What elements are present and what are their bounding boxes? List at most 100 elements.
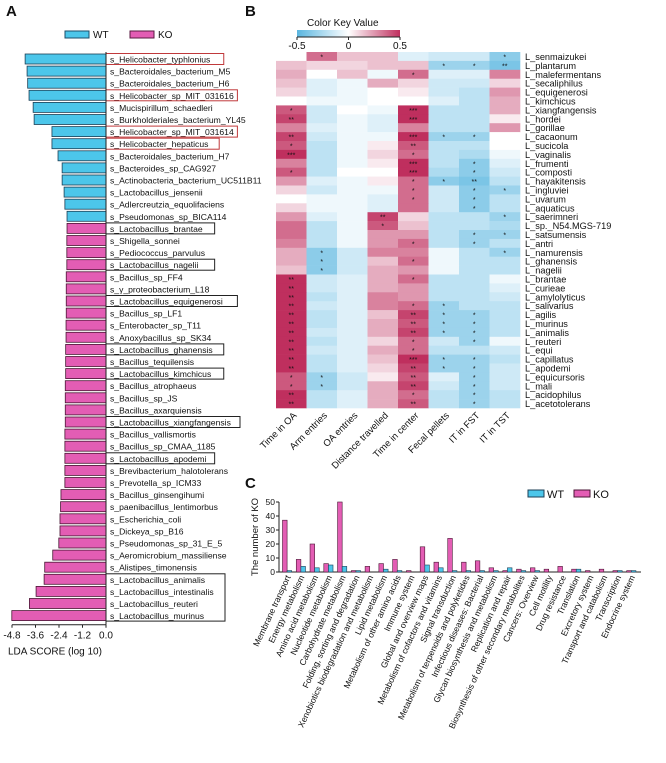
heatmap-cell	[276, 78, 307, 88]
heatmap-cell	[337, 96, 368, 106]
heatmap-cell	[459, 78, 490, 88]
heatmap-cell	[337, 114, 368, 124]
significance-stars: *	[320, 375, 323, 382]
y-tick-label: 50	[266, 497, 276, 507]
heatmap-cell	[337, 69, 368, 79]
heatmap-cell	[367, 345, 399, 355]
heatmap-cell	[489, 327, 521, 338]
heatmap-row-label: L_plantarum	[525, 61, 576, 71]
significance-stars: *	[442, 322, 445, 329]
heatmap-cell	[276, 345, 307, 355]
bar-wt	[355, 570, 361, 573]
heatmap-cell	[306, 372, 338, 382]
lda-label: s_Mucispirillum_schaedleri	[110, 103, 213, 113]
heatmap-cell	[337, 381, 368, 391]
heatmap-cell	[398, 327, 429, 338]
lda-label: s_Bacillus_sp_CMAA_1185	[110, 442, 216, 452]
heatmap-cell	[398, 158, 429, 168]
bar-ko	[585, 570, 591, 573]
significance-stars: **	[289, 348, 295, 355]
heatmap-cell	[398, 292, 429, 302]
lda-bar	[57, 150, 107, 162]
lda-label: s_Bacteroidales_bacterium_H6	[110, 79, 230, 89]
heatmap-row-label: L_brantae	[525, 275, 566, 285]
significance-stars: *	[412, 304, 415, 311]
heatmap-row-label: L_saerimneri	[525, 212, 578, 222]
heatmap-cell	[337, 176, 368, 186]
heatmap-cell	[459, 176, 490, 186]
bar-wt	[396, 570, 403, 573]
lda-label: s_Aeromicrobium_massiliense	[110, 551, 227, 561]
bar-ko	[392, 559, 398, 573]
lda-bar	[65, 356, 107, 367]
heatmap-cell	[398, 265, 429, 275]
heatmap-row-label: L_secaliphilus	[525, 79, 583, 89]
heatmap-row-label: L_salivarius	[525, 301, 574, 311]
heatmap-cell	[398, 176, 429, 186]
bar-ko	[406, 570, 412, 573]
heatmap-cell	[337, 301, 368, 311]
heatmap-cell	[459, 212, 490, 222]
bar-ko	[474, 560, 481, 573]
heatmap-cell	[367, 194, 399, 204]
heatmap-cell	[428, 78, 460, 88]
heatmap-cell	[306, 310, 338, 320]
lda-label: s_Lactobacillus_intestinalis	[110, 587, 214, 597]
heatmap-cell	[306, 114, 338, 124]
heatmap-cell	[459, 310, 490, 320]
heatmap-row-label: L_frumenti	[525, 159, 568, 169]
significance-stars: **	[502, 63, 508, 70]
lda-label: s_Lactobacillus_animalis	[110, 575, 205, 585]
heatmap-cell	[398, 203, 429, 213]
heatmap-row-label: L_senmaizukei	[525, 52, 586, 62]
heatmap-cell	[398, 60, 429, 71]
heatmap-cell	[306, 123, 338, 133]
significance-stars: *	[290, 108, 293, 115]
significance-stars: *	[473, 393, 476, 400]
lda-bar	[58, 537, 107, 549]
heatmap-cell	[367, 336, 399, 346]
heatmap-cell	[337, 247, 368, 257]
lda-label: s_Alistipes_timonensis	[110, 563, 197, 573]
significance-stars: **	[289, 322, 295, 329]
heatmap-cell	[306, 265, 338, 275]
heatmap-cell	[428, 363, 460, 373]
heatmap-cell	[398, 114, 429, 124]
heatmap-cell	[367, 69, 399, 79]
y-tick-label: 10	[266, 553, 276, 563]
heatmap-cell	[428, 158, 460, 168]
lda-bar	[35, 586, 107, 597]
heatmap-row-label: L_equicursoris	[525, 372, 585, 382]
heatmap-cell	[337, 221, 368, 231]
heatmap-cell	[367, 319, 399, 329]
lda-label: s_Lactobacillus_reuteri	[110, 599, 198, 609]
heatmap-cell	[489, 60, 521, 71]
heatmap-cell	[428, 230, 460, 240]
heatmap-cell	[459, 194, 490, 204]
bar-ko	[598, 568, 605, 573]
heatmap-cell	[428, 176, 460, 186]
heatmap-cell	[276, 114, 307, 124]
heatmap-cell	[489, 301, 521, 311]
significance-stars: *	[503, 215, 506, 222]
bar-ko	[447, 538, 453, 573]
heatmap-cell	[428, 372, 460, 382]
heatmap-row-label: L_uvarum	[525, 194, 566, 204]
heatmap-cell	[337, 52, 368, 62]
lda-bar	[33, 114, 107, 125]
heatmap-cell	[398, 167, 429, 177]
heatmap-cell	[337, 141, 368, 151]
heatmap-cell	[489, 274, 521, 284]
heatmap-cell	[459, 363, 490, 373]
bar-ko	[378, 563, 384, 573]
significance-stars: **	[380, 215, 386, 222]
heatmap-cell	[459, 185, 490, 195]
lda-label: s_Bacillus_sp_FF4	[110, 272, 183, 282]
bar-wt	[465, 570, 472, 573]
significance-stars: **	[411, 313, 417, 320]
heatmap-cell	[459, 256, 490, 266]
bar-wt	[575, 568, 582, 573]
heatmap-cell	[489, 167, 521, 177]
heatmap-cell	[428, 310, 460, 320]
heatmap-cell	[398, 194, 429, 204]
